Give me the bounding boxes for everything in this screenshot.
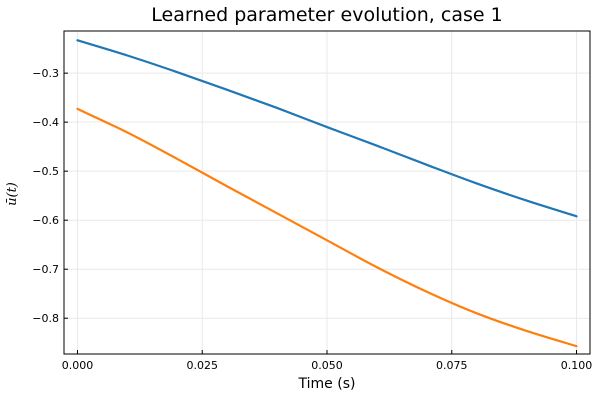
chart-title: Learned parameter evolution, case 1 [151, 4, 502, 26]
x-gridlines [76, 31, 578, 354]
y-tick-label: −0.7 [32, 263, 59, 276]
y-axis-ticks: −0.3 −0.4 −0.5 −0.6 −0.7 −0.8 [32, 67, 68, 325]
y-tick-label: −0.8 [32, 312, 59, 325]
x-tick-label: 0.000 [62, 359, 94, 372]
y-axis-label: ū(t) [5, 182, 20, 206]
series-layer [76, 39, 578, 348]
x-tick-label: 0.025 [186, 359, 218, 372]
series-line-2 [76, 107, 578, 348]
y-tick-label: −0.5 [32, 165, 59, 178]
x-tick-label: 0.050 [311, 359, 343, 372]
x-axis-label: Time (s) [298, 376, 356, 392]
x-tick-label: 0.075 [436, 359, 468, 372]
x-axis-ticks: 0.000 0.025 0.050 0.075 0.100 [62, 350, 593, 372]
y-tick-label: −0.6 [32, 214, 59, 227]
series-line-1 [76, 39, 578, 218]
y-tick-label: −0.3 [32, 67, 59, 80]
y-gridlines [64, 72, 590, 319]
x-tick-label: 0.100 [561, 359, 593, 372]
y-tick-label: −0.4 [32, 116, 59, 129]
